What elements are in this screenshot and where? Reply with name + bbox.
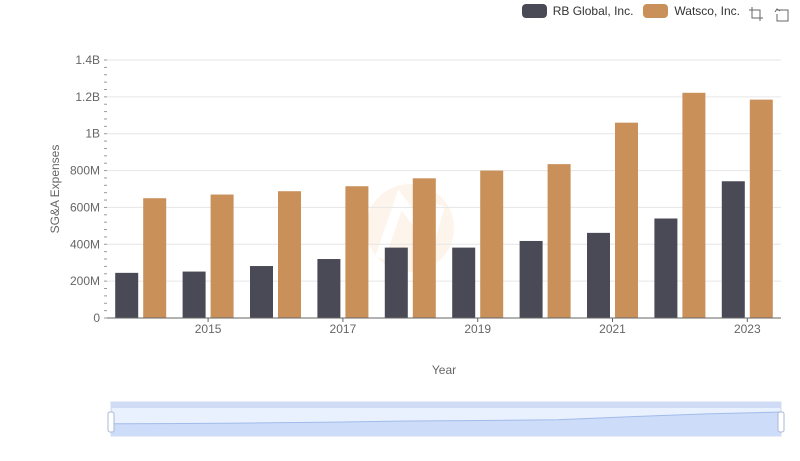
x-tick-label: 2023 <box>734 322 761 336</box>
x-tick-label: 2017 <box>330 322 357 336</box>
bar-watsco-2023[interactable] <box>749 99 773 318</box>
y-tick-label: 0 <box>93 311 100 325</box>
data-zoom-area <box>111 412 781 436</box>
restore-icon[interactable] <box>774 6 790 22</box>
bar-watsco-2016[interactable] <box>278 191 301 318</box>
data-zoom-handle-end[interactable] <box>777 411 785 433</box>
bar-rb-global-2023[interactable] <box>721 181 745 318</box>
y-tick-label: 1B <box>85 127 100 141</box>
bar-rb-global-2015[interactable] <box>182 271 206 318</box>
y-tick-label: 1.2B <box>75 90 100 104</box>
bar-watsco-2018[interactable] <box>412 178 436 318</box>
y-tick-label: 200M <box>70 274 100 288</box>
y-tick-label: 800M <box>70 164 100 178</box>
bar-rb-global-2022[interactable] <box>654 218 678 318</box>
bar-rb-global-2021[interactable] <box>587 232 610 318</box>
x-tick-label: 2019 <box>464 322 491 336</box>
bar-watsco-2014[interactable] <box>143 198 167 318</box>
legend-swatch-watsco <box>643 4 669 18</box>
bar-rb-global-2020[interactable] <box>519 240 543 318</box>
legend-swatch-rb-global <box>521 4 547 18</box>
bar-rb-global-2014[interactable] <box>115 272 139 318</box>
bar-rb-global-2019[interactable] <box>452 247 476 318</box>
bar-watsco-2022[interactable] <box>682 92 706 318</box>
x-axis-label: Year <box>432 363 456 377</box>
y-axis-label: SG&A Expenses <box>48 145 62 234</box>
y-tick-label: 1.4B <box>75 53 100 67</box>
data-zoom-move-bar[interactable] <box>111 402 781 408</box>
legend-label-watsco: Watsco, Inc. <box>674 4 740 18</box>
y-tick-label: 600M <box>70 200 100 214</box>
x-tick-label: 2021 <box>599 322 626 336</box>
bar-rb-global-2016[interactable] <box>250 266 273 318</box>
x-tick-label: 2015 <box>195 322 222 336</box>
bar-watsco-2017[interactable] <box>345 186 369 318</box>
bar-watsco-2020[interactable] <box>547 164 571 318</box>
bar-rb-global-2018[interactable] <box>384 247 408 318</box>
data-zoom-slider[interactable] <box>107 401 785 437</box>
zoom-select-icon[interactable] <box>748 6 764 22</box>
legend-label-rb-global: RB Global, Inc. <box>552 4 634 18</box>
y-tick-label: 400M <box>70 237 100 251</box>
bar-watsco-2019[interactable] <box>480 170 504 318</box>
watermark-logo <box>366 184 454 272</box>
data-zoom-line <box>110 411 782 425</box>
bar-watsco-2021[interactable] <box>615 122 638 319</box>
bar-rb-global-2017[interactable] <box>317 259 341 318</box>
legend-item-rb-global[interactable]: RB Global, Inc. <box>521 4 634 18</box>
bar-watsco-2015[interactable] <box>210 194 234 318</box>
chart-toolbox <box>748 6 790 22</box>
chart-legend: RB Global, Inc. Watsco, Inc. <box>521 4 740 18</box>
legend-item-watsco[interactable]: Watsco, Inc. <box>643 4 740 18</box>
data-zoom-handle-start[interactable] <box>107 411 115 433</box>
